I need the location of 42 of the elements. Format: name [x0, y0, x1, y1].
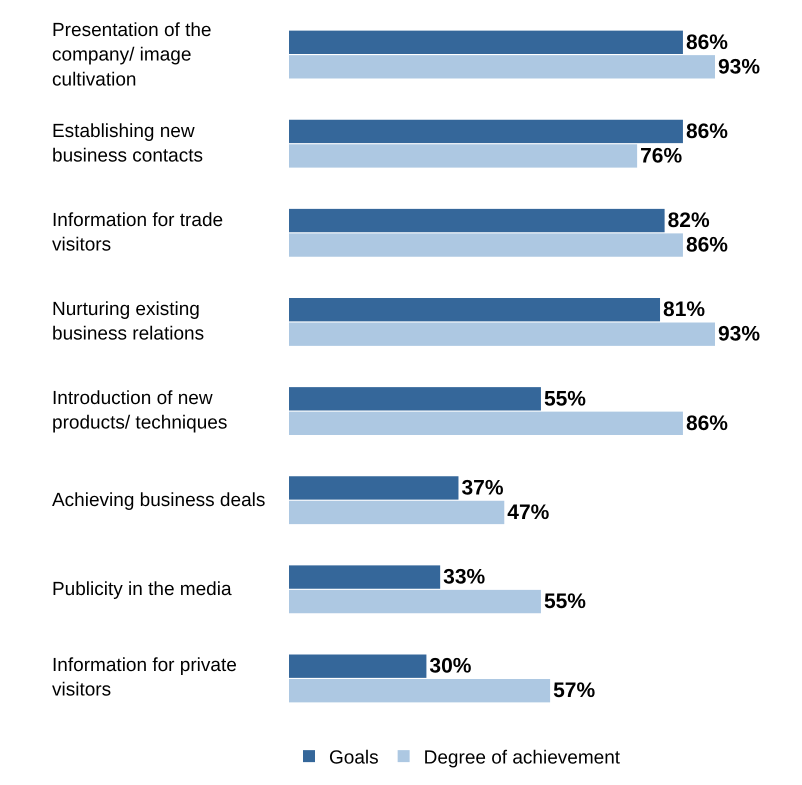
data-label: 57% [553, 679, 596, 702]
data-label: 55% [544, 590, 586, 614]
data-label: 47% [507, 500, 550, 524]
bar [289, 144, 638, 168]
data-label: 81% [663, 298, 706, 322]
data-label: 86% [686, 412, 728, 435]
y-tick-label: Information for trade visitors [52, 210, 224, 256]
bar [289, 55, 715, 78]
bar [289, 590, 541, 614]
bar [289, 208, 665, 232]
data-label: 37% [461, 476, 504, 500]
data-label: 30% [429, 654, 472, 678]
bar [289, 476, 458, 500]
y-tick-label: Information for private visitors [52, 655, 237, 701]
data-label: 86% [686, 30, 728, 54]
bar [289, 322, 715, 346]
y-tick-label: Publicity in the media [52, 579, 232, 600]
data-label: 93% [718, 55, 760, 78]
y-tick-label: Establishing new business contacts [52, 121, 204, 167]
bar [289, 298, 660, 322]
bar [289, 500, 504, 524]
y-tick-label: Presentation of the company/ image cultivation [52, 20, 212, 90]
data-label: 55% [544, 387, 586, 410]
y-tick-label: Introduction of new products/ techniques [52, 388, 228, 434]
data-label: 82% [668, 209, 710, 232]
legend-label: Degree of achievement [424, 748, 621, 769]
bar [289, 654, 426, 678]
data-label: 86% [686, 234, 728, 257]
bar [289, 120, 683, 144]
y-tick-label: Achieving business deals [52, 490, 266, 511]
bar [289, 387, 541, 410]
bar [289, 30, 683, 54]
bar [289, 565, 440, 589]
data-label: 93% [718, 322, 760, 346]
data-label: 86% [686, 120, 728, 143]
y-tick-label: Nurturing existing business relations [52, 299, 204, 345]
bar [289, 412, 683, 435]
data-label: 33% [443, 566, 486, 589]
data-label: 76% [640, 144, 682, 168]
legend-label: Goals [329, 748, 379, 769]
bar [289, 233, 683, 257]
bar [289, 679, 550, 702]
